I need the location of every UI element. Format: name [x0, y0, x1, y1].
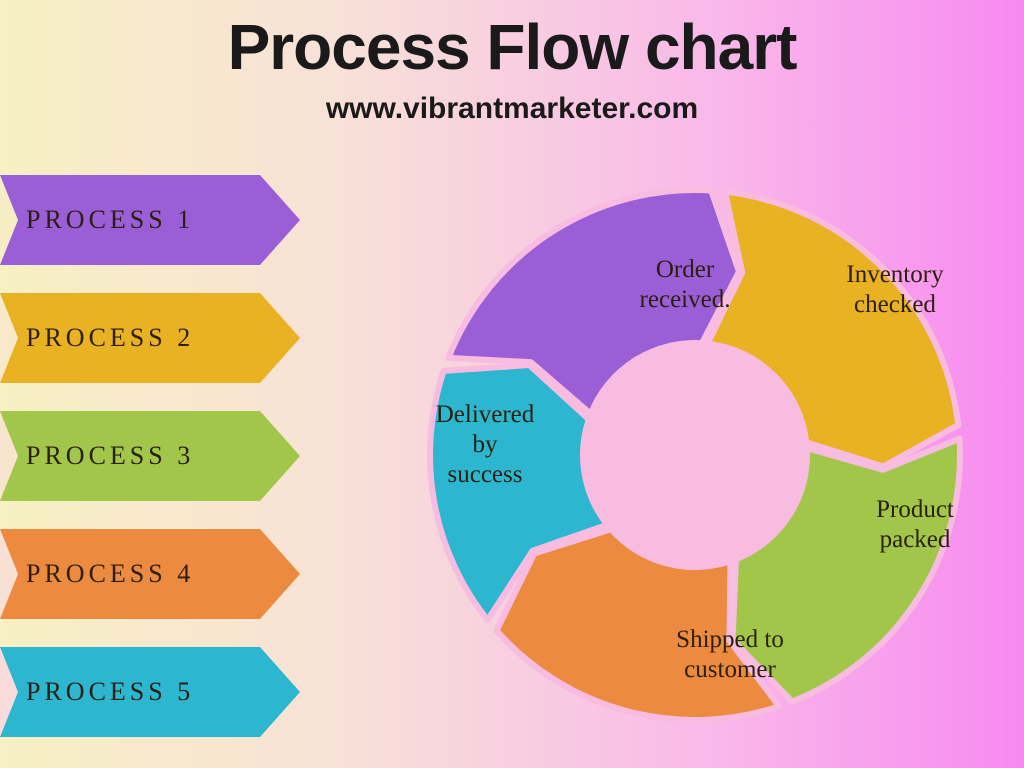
donut-segment-label-4: Shipped to customer	[630, 625, 830, 685]
arrow-head-icon	[260, 411, 300, 501]
process-arrow-2: PROCESS 2	[0, 293, 300, 383]
arrow-head-icon	[260, 647, 300, 737]
arrow-notch	[0, 529, 18, 619]
arrow-label: PROCESS 1	[26, 205, 194, 235]
arrow-head-icon	[260, 529, 300, 619]
arrow-label: PROCESS 4	[26, 559, 194, 589]
process-donut-chart: Order received. Inventory checked Product …	[390, 150, 1000, 760]
arrow-head-icon	[260, 293, 300, 383]
arrow-label: PROCESS 5	[26, 677, 194, 707]
process-arrow-4: PROCESS 4	[0, 529, 300, 619]
process-arrow-5: PROCESS 5	[0, 647, 300, 737]
donut-segment-label-5: Delivered by success	[400, 400, 570, 490]
donut-segment-label-2: Inventory checked	[810, 260, 980, 320]
donut-segment-label-1: Order received.	[600, 255, 770, 315]
process-arrow-list: PROCESS 1 PROCESS 2 PROCESS 3 PROCESS 4 PROC…	[0, 175, 300, 765]
page-title: Process Flow chart	[0, 10, 1024, 84]
arrow-label: PROCESS 3	[26, 441, 194, 471]
process-arrow-1: PROCESS 1	[0, 175, 300, 265]
arrow-notch	[0, 293, 18, 383]
arrow-notch	[0, 175, 18, 265]
arrow-notch	[0, 411, 18, 501]
donut-segment-label-3: Product packed	[835, 495, 995, 555]
process-arrow-3: PROCESS 3	[0, 411, 300, 501]
donut-center	[581, 341, 809, 569]
arrow-label: PROCESS 2	[26, 323, 194, 353]
arrow-notch	[0, 647, 18, 737]
arrow-head-icon	[260, 175, 300, 265]
page-subtitle: www.vibrantmarketer.com	[0, 92, 1024, 126]
